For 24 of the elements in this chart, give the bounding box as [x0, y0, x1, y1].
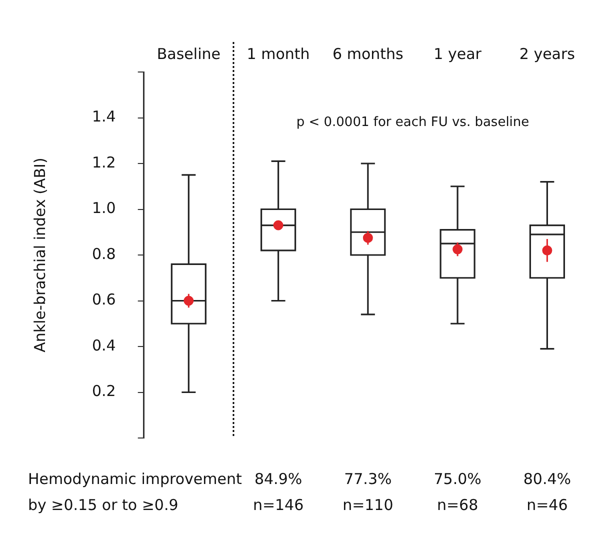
x-tick-label: 1 year [434, 44, 482, 63]
x-tick-label: 1 month [246, 44, 310, 63]
point [452, 244, 463, 254]
point [362, 232, 373, 243]
y-tick-label: 0.2 [92, 382, 116, 400]
text: Hemodynamic improvement by ≥0.15 or to ≥0.9 [28, 470, 242, 514]
point [542, 245, 552, 256]
text: 75.0% n=68 [434, 470, 482, 514]
x-tick-label: Baseline [156, 44, 220, 63]
y-tick-label: 0.8 [92, 244, 116, 263]
y-tick-label: 1.4 [92, 108, 116, 126]
y-tick-label: 1.0 [92, 199, 116, 218]
y-tick-label: 0.6 [92, 290, 116, 309]
y-tick-label: 1.2 [92, 153, 116, 172]
text: 77.3% n=110 [342, 470, 394, 514]
annotation: p < 0.0001 for each FU vs. baseline [296, 115, 530, 130]
text: 80.4% n=46 [523, 470, 572, 514]
x-tick-label: 6 months [332, 44, 404, 63]
y-axis-title: Ankle-brachial index (ABI) [30, 158, 49, 352]
x-tick-label: 2 years [519, 44, 576, 63]
y-tick-label: 0.4 [92, 336, 116, 354]
point [184, 296, 194, 306]
text: 84.9% n=146 [252, 470, 304, 514]
point [273, 220, 284, 230]
